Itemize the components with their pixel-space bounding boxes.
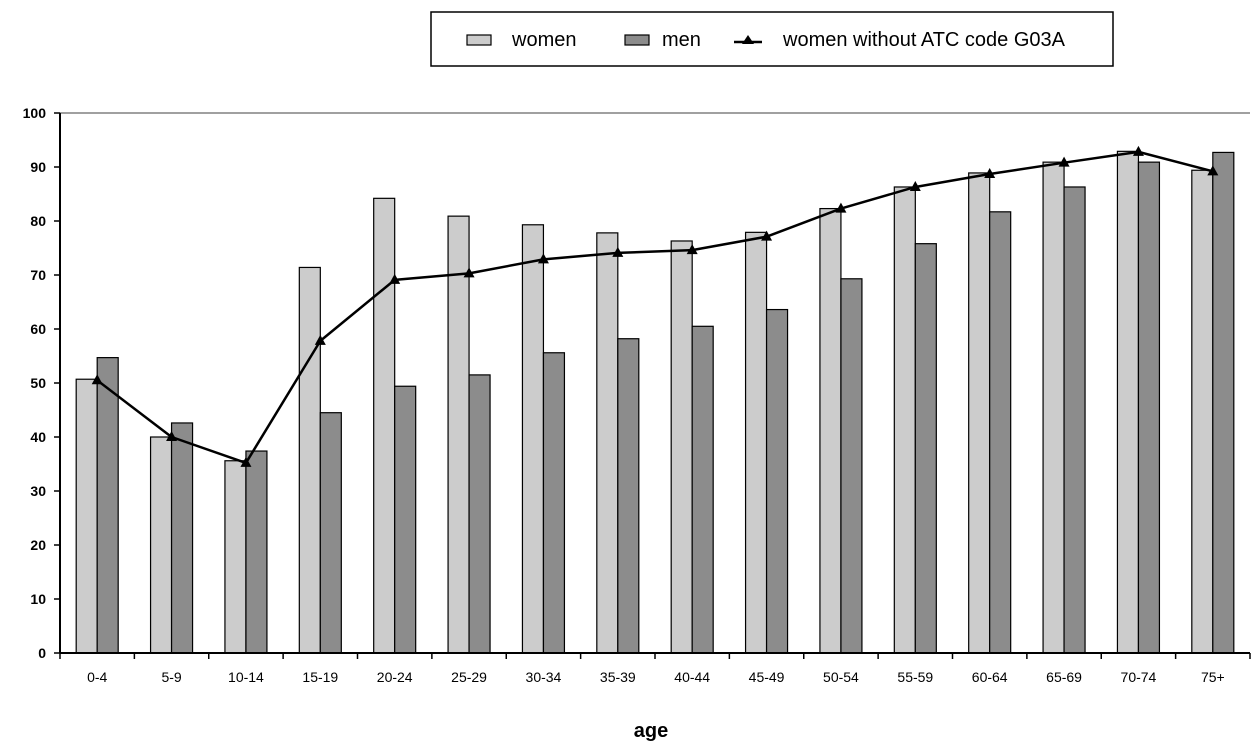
y-tick-label: 40 <box>30 429 46 445</box>
bar-men-60-64 <box>989 211 1012 654</box>
line-marker-35-39 <box>612 246 624 257</box>
bar-women-10-14 <box>224 460 247 654</box>
y-tick-label: 90 <box>30 159 46 175</box>
y-tick-label: 0 <box>38 645 46 661</box>
bar-men-55-59 <box>914 243 937 654</box>
bar-women-30-34 <box>521 224 545 654</box>
y-tick-label: 20 <box>30 537 46 553</box>
bar-women-40-44 <box>670 240 693 654</box>
bar-men-50-54 <box>840 278 863 654</box>
bar-men-35-39 <box>617 338 640 654</box>
x-tick-label: 10-14 <box>228 669 264 685</box>
bar-women-55-59 <box>893 186 916 654</box>
line-marker-15-19 <box>314 334 326 345</box>
legend-swatch-men <box>624 34 650 46</box>
bar-women-25-29 <box>447 215 470 654</box>
legend-triangle-marker <box>742 35 754 44</box>
x-tick-label: 70-74 <box>1121 669 1157 685</box>
x-tick-label: 75+ <box>1201 669 1225 685</box>
x-tick-label: 0-4 <box>87 669 107 685</box>
bar-men-30-34 <box>542 352 566 654</box>
bar-men-5-9 <box>170 422 194 654</box>
bar-women-0-4 <box>75 378 98 654</box>
x-tick-label: 25-29 <box>451 669 487 685</box>
line-marker-25-29 <box>463 267 475 278</box>
bar-women-65-69 <box>1042 161 1065 654</box>
bar-men-15-19 <box>319 412 342 654</box>
legend-label-women: women <box>511 29 576 51</box>
bar-women-35-39 <box>596 232 619 654</box>
bar-men-25-29 <box>468 374 491 654</box>
bar-women-50-54 <box>819 207 842 654</box>
line-marker-30-34 <box>537 253 549 264</box>
x-tick-label: 15-19 <box>302 669 338 685</box>
y-tick-label: 10 <box>30 591 46 607</box>
y-tick-label: 70 <box>30 267 46 283</box>
x-tick-label: 30-34 <box>526 669 562 685</box>
line-marker-65-69 <box>1058 156 1070 167</box>
x-axis-title: age <box>634 720 668 742</box>
x-tick-label: 55-59 <box>897 669 933 685</box>
x-tick-label: 35-39 <box>600 669 636 685</box>
legend-label-women-without-g03a: women without ATC code G03A <box>782 29 1066 51</box>
bar-men-0-4 <box>96 357 119 654</box>
legend-frame <box>430 11 1114 67</box>
line-marker-55-59 <box>909 180 921 191</box>
line-marker-40-44 <box>686 244 698 255</box>
y-tick-label: 30 <box>30 483 46 499</box>
bar-men-40-44 <box>691 325 714 654</box>
line-marker-45-49 <box>761 230 773 241</box>
line-marker-75+ <box>1207 165 1219 176</box>
x-tick-label: 5-9 <box>161 669 181 685</box>
x-tick-label: 60-64 <box>972 669 1008 685</box>
line-marker-5-9 <box>166 431 178 441</box>
bar-women-70-74 <box>1116 150 1140 654</box>
line-marker-20-24 <box>389 273 401 284</box>
bar-men-20-24 <box>394 385 417 654</box>
line-marker-10-14 <box>240 456 252 467</box>
line-marker-60-64 <box>984 168 996 179</box>
legend-swatch-women <box>466 34 492 46</box>
bar-men-65-69 <box>1063 186 1086 654</box>
bar-women-20-24 <box>373 197 396 654</box>
bar-men-10-14 <box>245 450 268 654</box>
line-marker-70-74 <box>1132 145 1144 156</box>
line-marker-50-54 <box>835 202 847 213</box>
x-tick-label: 45-49 <box>749 669 785 685</box>
line-women-without-g03a <box>96 150 1214 465</box>
bar-women-60-64 <box>968 172 991 654</box>
y-tick-label: 100 <box>23 105 47 121</box>
y-tick-label: 60 <box>30 321 46 337</box>
bar-men-75+ <box>1212 151 1235 654</box>
x-tick-label: 20-24 <box>377 669 413 685</box>
x-tick-label: 40-44 <box>674 669 710 685</box>
bar-women-75+ <box>1191 169 1214 654</box>
x-tick-label: 65-69 <box>1046 669 1082 685</box>
line-marker-0-4 <box>91 374 103 385</box>
y-tick-label: 80 <box>30 213 46 229</box>
x-tick-label: 50-54 <box>823 669 859 685</box>
bar-women-5-9 <box>149 436 173 654</box>
legend-label-men: men <box>662 29 701 51</box>
plot-area: 0 10 20 30 40 50 60 70 80 90 100 0-4 5-9 10-14 15-19 20… <box>23 105 1251 685</box>
legend: women men women without ATC code G03A <box>430 11 1114 67</box>
bar-men-45-49 <box>765 308 789 654</box>
bar-women-45-49 <box>744 231 768 654</box>
bar-women-15-19 <box>298 266 321 654</box>
y-tick-label: 50 <box>30 375 46 391</box>
bar-men-70-74 <box>1137 161 1161 654</box>
